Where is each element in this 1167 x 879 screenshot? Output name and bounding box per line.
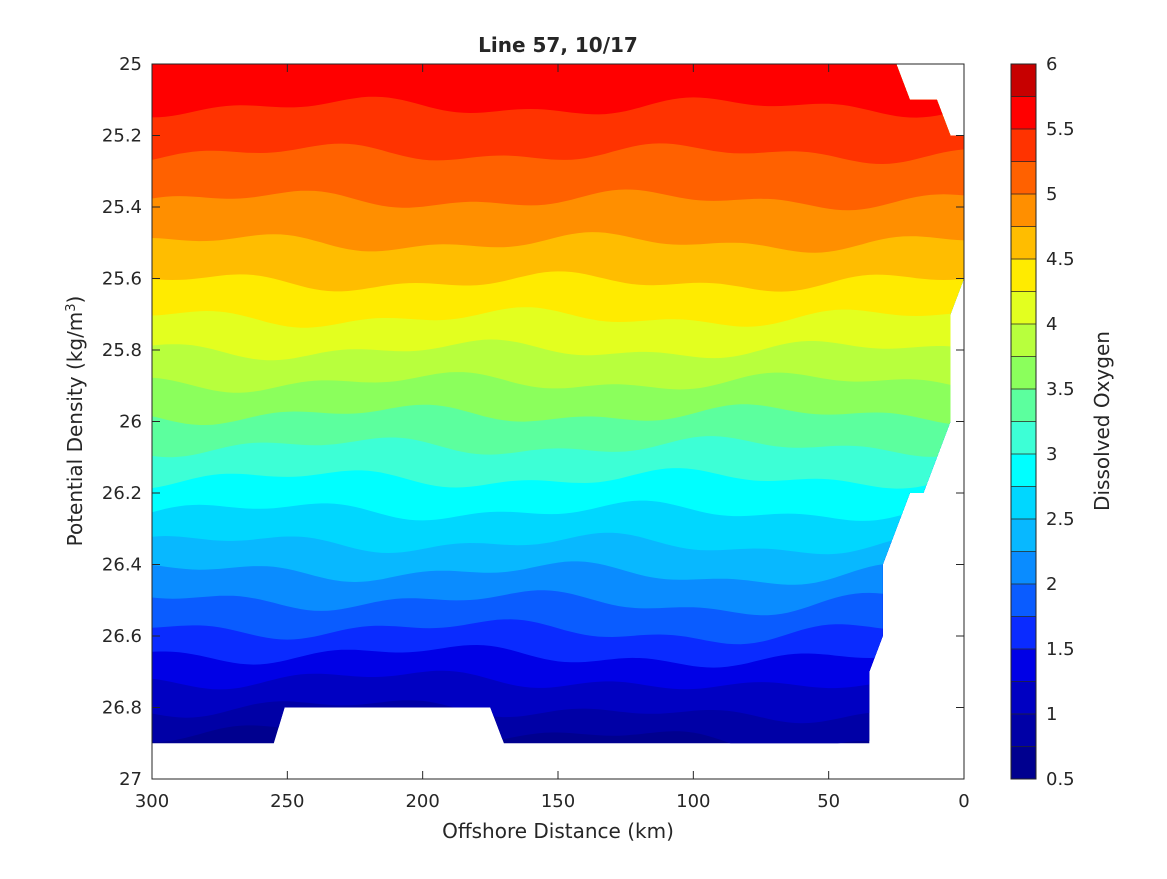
chart-title: Line 57, 10/17 bbox=[478, 33, 638, 57]
x-tick-label: 200 bbox=[405, 791, 439, 812]
colorbar-frame bbox=[1010, 63, 1037, 780]
contour-bands bbox=[152, 64, 964, 744]
colorbar-swatch bbox=[1011, 161, 1036, 195]
colorbar-tick-label: 2.5 bbox=[1046, 509, 1075, 530]
colorbar-swatch bbox=[1011, 324, 1036, 357]
colorbar-swatch bbox=[1011, 96, 1036, 130]
colorbar-tick-label: 3 bbox=[1046, 444, 1057, 465]
y-tick-label: 25.4 bbox=[102, 197, 142, 218]
colorbar-tick-label: 1 bbox=[1046, 704, 1057, 725]
colorbar-tick-label: 1.5 bbox=[1046, 639, 1075, 660]
x-axis-title: Offshore Distance (km) bbox=[442, 819, 674, 843]
y-tick-label: 25.8 bbox=[102, 340, 142, 361]
colorbar-tick-label: 5.5 bbox=[1046, 119, 1075, 140]
colorbar-swatch bbox=[1011, 714, 1036, 747]
colorbar-tick-label: 5 bbox=[1046, 184, 1057, 205]
colorbar-tick-label: 4 bbox=[1046, 314, 1057, 335]
y-tick-label: 25.6 bbox=[102, 269, 142, 290]
colorbar-swatch bbox=[1011, 681, 1036, 715]
colorbar-tick-label: 0.5 bbox=[1046, 769, 1075, 790]
colorbar-tick-label: 2 bbox=[1046, 574, 1057, 595]
contour-band bbox=[152, 64, 964, 118]
colorbar-tick-label: 6 bbox=[1046, 54, 1057, 75]
colorbar-swatch bbox=[1011, 616, 1036, 650]
colorbar-swatch bbox=[1011, 226, 1036, 260]
colorbar-swatch bbox=[1011, 421, 1036, 455]
y-axis-title: Potential Density (kg/m3) bbox=[63, 296, 87, 547]
colorbar-tick-label: 4.5 bbox=[1046, 249, 1075, 270]
colorbar-swatch bbox=[1011, 194, 1036, 227]
x-tick-label: 150 bbox=[541, 791, 575, 812]
y-tick-label: 27 bbox=[119, 769, 142, 790]
colorbar-swatch bbox=[1011, 486, 1036, 520]
colorbar-swatch bbox=[1011, 746, 1036, 780]
y-axis: 25 25.2 25.4 25.6 25.8 26 26.2 26.4 26.6 26.8 27 bbox=[102, 54, 964, 790]
colorbar-swatch bbox=[1011, 551, 1036, 585]
y-tick-label: 26.4 bbox=[102, 555, 142, 576]
x-tick-label: 300 bbox=[135, 791, 169, 812]
y-tick-label: 25.2 bbox=[102, 126, 142, 147]
colorbar-swatch bbox=[1011, 584, 1036, 617]
x-tick-label: 0 bbox=[958, 791, 969, 812]
colorbar-title: Dissolved Oxygen bbox=[1090, 331, 1114, 511]
x-tick-label: 100 bbox=[676, 791, 710, 812]
y-tick-label: 26.6 bbox=[102, 626, 142, 647]
colorbar-swatch bbox=[1011, 649, 1036, 682]
colorbar-swatch bbox=[1011, 389, 1036, 422]
y-tick-label: 26 bbox=[119, 412, 142, 433]
colorbar-swatch bbox=[1011, 291, 1036, 325]
colorbar-swatch bbox=[1011, 356, 1036, 390]
colorbar: 0.5 1 1.5 2 2.5 3 3.5 4 4.5 5 5.5 6 bbox=[1010, 54, 1075, 790]
colorbar-swatch bbox=[1011, 129, 1036, 162]
y-tick-label: 26.2 bbox=[102, 483, 142, 504]
x-tick-label: 50 bbox=[817, 791, 840, 812]
y-tick-label: 26.8 bbox=[102, 698, 142, 719]
colorbar-swatch bbox=[1011, 519, 1036, 552]
colorbar-swatch bbox=[1011, 259, 1036, 292]
x-axis: 300 250 200 150 100 50 0 bbox=[135, 64, 970, 812]
colorbar-swatch bbox=[1011, 454, 1036, 487]
colorbar-swatch bbox=[1011, 64, 1036, 97]
colorbar-tick-label: 3.5 bbox=[1046, 379, 1075, 400]
y-tick-label: 25 bbox=[119, 54, 142, 75]
x-tick-label: 250 bbox=[270, 791, 304, 812]
